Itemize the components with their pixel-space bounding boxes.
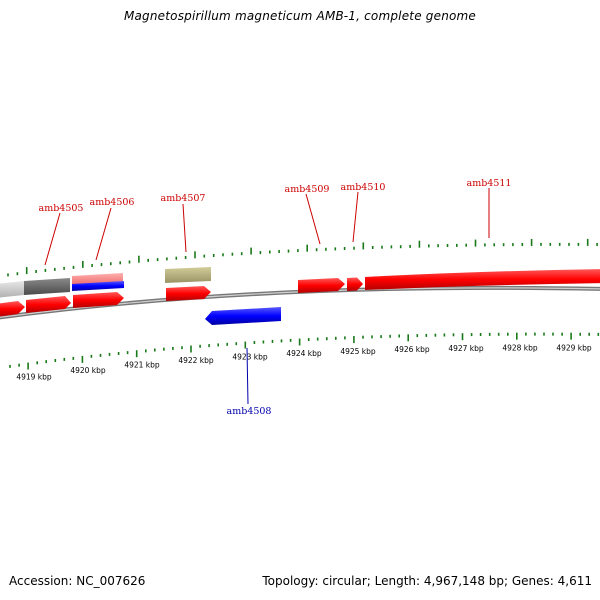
outer-tick-track [7, 238, 598, 277]
kbp-label: 4926 kbp [394, 345, 430, 354]
gene-amb4509 [298, 278, 345, 293]
inner-tick-track [9, 332, 600, 370]
feature-gray-dark [24, 278, 70, 295]
gene-amb4506-reverse-bar [72, 281, 124, 291]
gene-amb4507 [166, 286, 211, 301]
amb4506-leader [95, 207, 112, 261]
gene-label-amb4506[interactable]: amb4506 [90, 197, 135, 208]
kbp-label: 4929 kbp [556, 344, 592, 353]
feature-olive [165, 267, 211, 283]
topology-text: Topology: circular; Length: 4,967,148 bp… [262, 574, 592, 588]
feature-gray-light [0, 281, 24, 298]
gene-forward-left-edge [0, 301, 25, 317]
kbp-scale: 4919 kbp 4920 kbp 4921 kbp 4922 kbp 4923 kbp… [16, 344, 592, 382]
gene-amb4506 [73, 292, 124, 308]
kbp-label: 4924 kbp [286, 349, 322, 358]
amb4508-leader [246, 347, 249, 405]
gene-label-amb4507[interactable]: amb4507 [161, 193, 206, 204]
amb4505-leader [44, 212, 61, 266]
gene-amb4505 [26, 296, 71, 313]
accession-text: Accession: NC_007626 [9, 574, 146, 588]
amb4509-leader [305, 193, 321, 245]
kbp-label: 4920 kbp [70, 366, 106, 375]
kbp-label: 4923 kbp [232, 352, 268, 361]
gene-label-amb4505[interactable]: amb4505 [39, 203, 84, 214]
amb4507-leader [182, 203, 187, 253]
gene-label-amb4511[interactable]: amb4511 [467, 178, 512, 189]
gene-label-amb4510[interactable]: amb4510 [341, 182, 386, 193]
kbp-label: 4925 kbp [340, 347, 376, 356]
gene-amb4508 [205, 307, 281, 325]
kbp-label: 4919 kbp [16, 373, 52, 382]
kbp-label: 4921 kbp [124, 361, 160, 370]
gene-label-amb4508[interactable]: amb4508 [227, 406, 272, 417]
amb4510-leader [352, 191, 359, 243]
gene-amb4510 [347, 277, 363, 291]
kbp-label: 4928 kbp [502, 344, 538, 353]
kbp-label: 4927 kbp [448, 344, 484, 353]
gene-amb4511 [365, 269, 600, 290]
kbp-label: 4922 kbp [178, 356, 214, 365]
map-title: Magnetospirillum magneticum AMB-1, compl… [123, 9, 477, 23]
gene-label-amb4509[interactable]: amb4509 [285, 184, 330, 195]
